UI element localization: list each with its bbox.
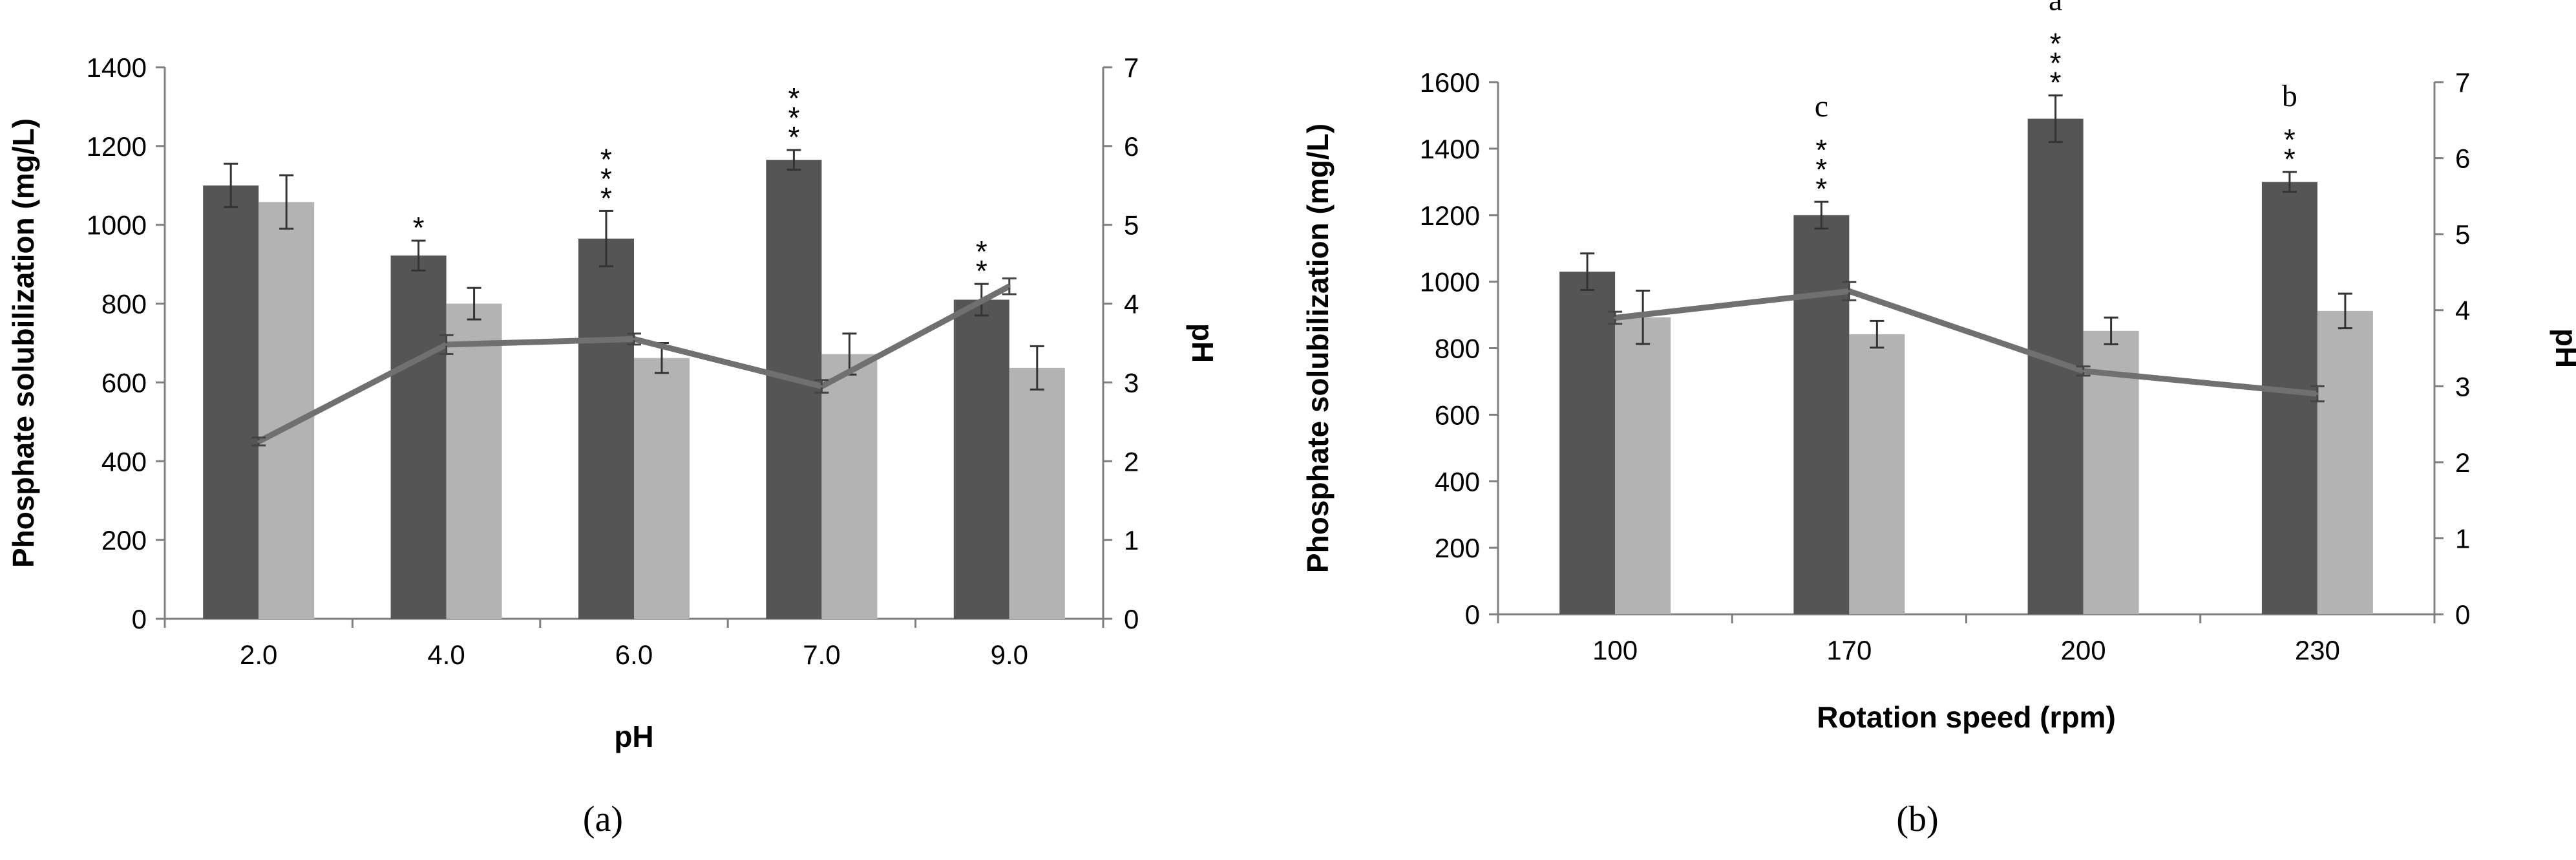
- y2-tick-label: 2: [2455, 447, 2470, 478]
- y-tick-label: 1200: [1420, 200, 1480, 231]
- y-tick-label: 1200: [87, 131, 147, 162]
- y-tick-label: 1400: [1420, 134, 1480, 164]
- phosphate-bar: [953, 299, 1009, 619]
- ph-point: [1614, 316, 1617, 319]
- significance-star: *: [2050, 47, 2062, 80]
- ph-point: [1848, 290, 1851, 293]
- group-letter: a: [2049, 0, 2062, 17]
- y-tick-label: 800: [101, 289, 147, 319]
- significance-star: *: [2050, 66, 2062, 100]
- significance-star: *: [976, 235, 987, 268]
- ph-point: [445, 343, 448, 346]
- y2-tick-label: 0: [2455, 599, 2470, 630]
- y2-tick-label: 6: [1124, 131, 1139, 162]
- x-axis-title: pH: [614, 720, 653, 753]
- control-bar: [1009, 367, 1065, 619]
- significance-star: *: [413, 211, 425, 244]
- x-tick-label: 230: [2295, 635, 2340, 665]
- x-tick-label: 170: [1826, 635, 1872, 665]
- y2-tick-label: 0: [1124, 604, 1139, 634]
- significance-star: *: [2284, 142, 2296, 176]
- y-tick-label: 1600: [1420, 67, 1480, 98]
- y2-axis-title: pH: [2550, 328, 2576, 368]
- y-tick-label: 600: [1435, 400, 1480, 430]
- y2-tick-label: 4: [1124, 289, 1139, 319]
- x-tick-label: 6.0: [615, 640, 653, 670]
- y-tick-label: 200: [101, 525, 147, 555]
- chart-panel-b: 0 200 400 600 800 1000 1200 1400 1600 0 1 2 3 4 5 6 7 100…: [1301, 0, 2576, 839]
- phosphate-bar: [203, 185, 259, 619]
- y-tick-label: 0: [132, 604, 147, 634]
- panel-label: (b): [1896, 799, 1938, 839]
- x-tick-label: 200: [2061, 635, 2106, 665]
- y-tick-label: 0: [1465, 599, 1480, 630]
- significance-star: *: [1815, 153, 1827, 186]
- y-tick-label: 400: [1435, 466, 1480, 497]
- y2-tick-label: 7: [1124, 52, 1139, 83]
- significance-star: *: [788, 120, 799, 154]
- x-tick-label: 100: [1592, 635, 1638, 665]
- significance-star: *: [788, 101, 799, 134]
- significance-star: *: [788, 81, 799, 115]
- phosphate-bar: [1559, 272, 1616, 615]
- y2-tick-label: 3: [2455, 371, 2470, 402]
- y2-tick-label: 5: [2455, 219, 2470, 250]
- control-bar: [1615, 317, 1671, 614]
- ph-point: [2316, 392, 2319, 396]
- ph-point: [633, 338, 635, 341]
- y2-tick-label: 2: [1124, 446, 1139, 477]
- phosphate-bar: [2261, 182, 2317, 614]
- control-bar: [1849, 334, 1905, 614]
- y-tick-label: 600: [101, 367, 147, 398]
- y-axis-title: Phosphate solubilization (mg/L): [1301, 124, 1335, 573]
- phosphate-bar: [1793, 215, 1850, 614]
- y2-tick-label: 7: [2455, 67, 2470, 98]
- x-tick-label: 2.0: [240, 640, 277, 670]
- significance-star: *: [2050, 27, 2062, 61]
- chart-panel-a: 0 200 400 600 800 1000 1200 1400 0 1 2 3 4 5 6 7 2.0 4.0 *…: [6, 52, 1219, 839]
- ph-point: [1008, 285, 1011, 288]
- y-tick-label: 200: [1435, 533, 1480, 563]
- phosphate-bar: [578, 239, 634, 619]
- y-tick-label: 400: [101, 446, 147, 477]
- x-axis-title: Rotation speed (rpm): [1817, 700, 2116, 734]
- significance-star: *: [1815, 172, 1827, 206]
- y-tick-label: 1000: [87, 210, 147, 241]
- significance-star: *: [600, 162, 612, 195]
- y2-tick-label: 3: [1124, 367, 1139, 398]
- y2-tick-label: 1: [1124, 525, 1139, 555]
- phosphate-bar: [390, 255, 447, 619]
- ph-point: [257, 440, 260, 443]
- y2-tick-label: 4: [2455, 296, 2470, 326]
- x-tick-label: 9.0: [991, 640, 1028, 670]
- y-tick-label: 1000: [1420, 267, 1480, 297]
- phosphate-bar: [766, 160, 822, 619]
- ph-point: [2082, 369, 2085, 372]
- significance-star: *: [1815, 133, 1827, 167]
- group-letter: b: [2282, 79, 2297, 113]
- significance-star: *: [600, 142, 612, 176]
- group-letter: c: [1815, 89, 1828, 124]
- control-bar: [259, 202, 315, 619]
- y2-tick-label: 5: [1124, 210, 1139, 241]
- ph-line: [1614, 288, 2318, 397]
- y-tick-label: 800: [1435, 334, 1480, 364]
- panel-label: (a): [583, 799, 623, 839]
- significance-star: *: [2284, 123, 2296, 156]
- y-tick-label: 1400: [87, 52, 147, 83]
- significance-star: *: [976, 254, 987, 288]
- y2-tick-label: 1: [2455, 523, 2470, 554]
- x-tick-label: 7.0: [803, 640, 840, 670]
- significance-star: *: [600, 181, 612, 215]
- control-bar: [446, 303, 502, 619]
- control-bar: [821, 354, 878, 619]
- x-tick-label: 4.0: [427, 640, 465, 670]
- control-bar: [634, 358, 690, 619]
- ph-point: [820, 385, 823, 388]
- control-bar: [2317, 310, 2373, 614]
- y2-axis-title: pH: [1186, 323, 1219, 363]
- y-axis-title: Phosphate solubilization (mg/L): [6, 118, 40, 568]
- y2-tick-label: 6: [2455, 144, 2470, 174]
